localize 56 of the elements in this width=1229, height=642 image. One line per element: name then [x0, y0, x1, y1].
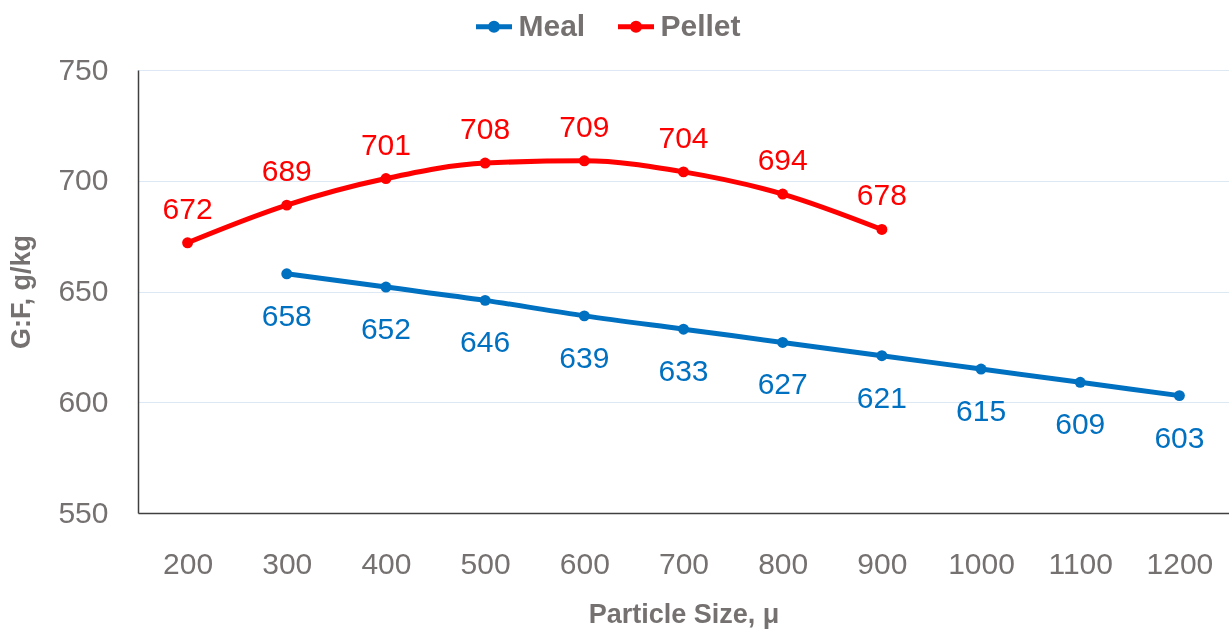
data-label: 708	[460, 112, 511, 146]
legend-label: Pellet	[660, 8, 741, 42]
point	[281, 199, 293, 211]
point	[479, 157, 491, 169]
data-label: 639	[559, 340, 610, 374]
point	[182, 237, 194, 249]
x-tick-label: 1200	[1146, 546, 1214, 580]
data-label: 689	[261, 154, 312, 188]
data-label: 694	[757, 143, 808, 177]
point	[777, 188, 789, 200]
y-tick-label: 650	[58, 274, 109, 307]
data-label: 678	[856, 178, 907, 212]
x-tick-label: 1000	[948, 546, 1015, 580]
y-tick-label: 700	[58, 163, 109, 197]
data-label: 652	[360, 312, 411, 346]
point	[479, 294, 491, 306]
point	[578, 310, 590, 322]
data-label: 709	[559, 109, 610, 143]
x-tick-label: 800	[758, 546, 809, 580]
point	[1074, 376, 1086, 388]
data-label: 672	[162, 191, 213, 225]
data-label: 646	[460, 325, 511, 359]
data-label: 701	[360, 127, 411, 161]
data-label: 603	[1154, 420, 1205, 454]
legend-label: Meal	[518, 8, 586, 42]
data-label: 658	[261, 298, 312, 332]
data-label: 633	[658, 354, 709, 388]
point	[876, 224, 888, 235]
x-tick-label: 300	[262, 546, 313, 580]
point	[678, 166, 689, 178]
x-tick-label: 600	[559, 546, 610, 580]
y-tick-label: 750	[58, 52, 109, 86]
data-label: 621	[856, 380, 907, 414]
x-tick-label: 900	[857, 546, 908, 580]
data-label: 615	[956, 394, 1007, 428]
point	[1173, 390, 1185, 402]
data-label: 609	[1055, 407, 1106, 441]
data-label: 704	[658, 120, 709, 154]
x-tick-label: 400	[361, 546, 412, 580]
point	[876, 350, 888, 362]
point	[281, 268, 293, 280]
y-tick-label: 550	[58, 495, 109, 529]
point	[777, 336, 789, 348]
y-tick-label: 600	[58, 384, 109, 418]
x-axis-title: Particle Size, μ	[588, 598, 780, 629]
x-tick-label: 500	[460, 546, 511, 580]
point	[380, 173, 392, 184]
x-tick-label: 1100	[1048, 546, 1113, 580]
point	[578, 155, 590, 167]
data-label: 627	[757, 367, 808, 401]
x-tick-label: 700	[658, 546, 710, 580]
point	[380, 281, 392, 293]
point	[975, 363, 987, 375]
point	[678, 323, 689, 335]
x-tick-label: 200	[163, 546, 214, 580]
y-axis-title: G:F, g/kg	[6, 235, 37, 349]
